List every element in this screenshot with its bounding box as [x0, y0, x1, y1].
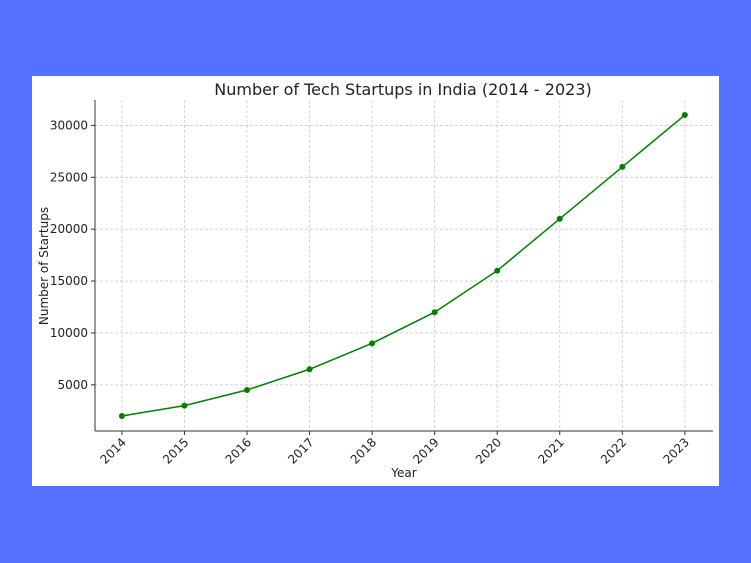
data-point [181, 402, 188, 409]
x-tick-label: 2020 [473, 435, 504, 466]
x-tick-label: 2021 [535, 435, 566, 466]
data-point [306, 366, 313, 373]
data-point [556, 215, 563, 222]
data-point [619, 163, 626, 170]
x-tick-label: 2017 [285, 435, 316, 466]
x-tick-label: 2023 [660, 435, 691, 466]
x-tick-label: 2022 [598, 435, 629, 466]
x-tick-label: 2019 [410, 435, 441, 466]
x-tick-label: 2018 [348, 435, 379, 466]
x-tick-label: 2014 [98, 435, 129, 466]
x-tick-label: 2015 [160, 435, 191, 466]
series-line [121, 114, 686, 417]
x-tick-label: 2016 [223, 435, 254, 466]
y-tick-label: 25000 [50, 170, 88, 184]
data-point [369, 340, 376, 347]
data-point [494, 267, 501, 274]
y-tick-label: 10000 [50, 326, 88, 340]
data-point [118, 412, 125, 419]
x-axis-label: Year [390, 466, 416, 480]
data-point [243, 387, 250, 394]
y-tick-label: 15000 [50, 274, 88, 288]
data-point [681, 112, 688, 119]
y-tick-label: 30000 [50, 118, 88, 132]
chart-title: Number of Tech Startups in India (2014 -… [214, 80, 591, 99]
data-point [431, 309, 438, 316]
y-axis-label: Number of Startups [37, 207, 51, 325]
y-tick-label: 5000 [57, 378, 88, 392]
y-tick-label: 20000 [50, 222, 88, 236]
